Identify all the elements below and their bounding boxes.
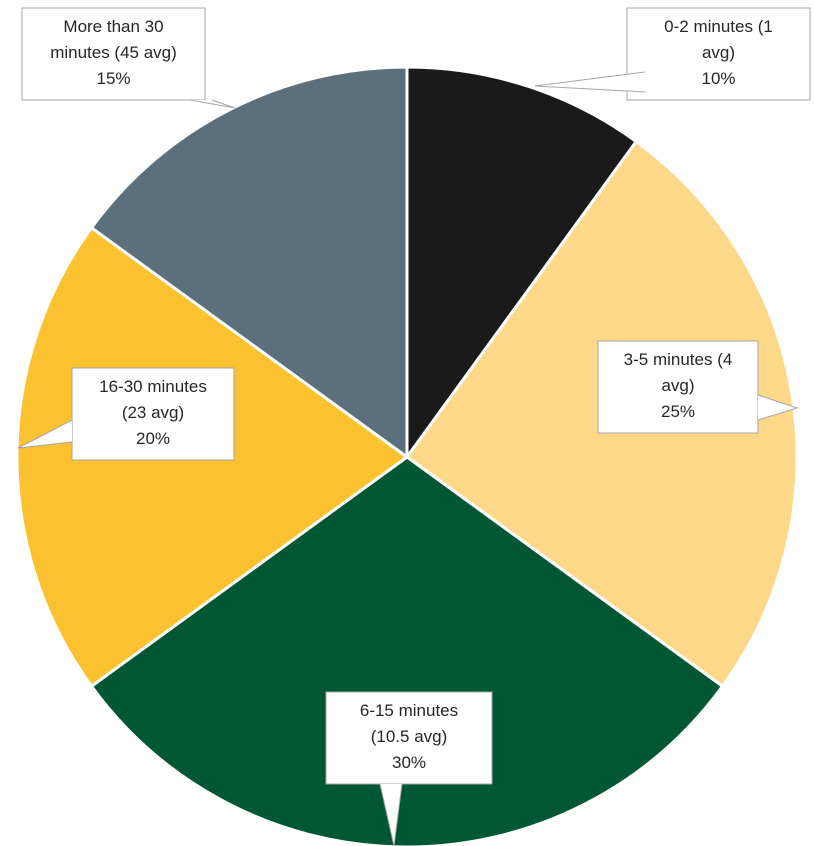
callout-box [626, 7, 811, 101]
callout-box [21, 7, 206, 101]
data-label-text: avg) [702, 43, 735, 62]
callout-pointer [189, 99, 236, 109]
data-label-text: 16-30 minutes [99, 377, 207, 396]
data-label-1: 0-2 minutes (1 avg) 10% [534, 7, 811, 101]
data-label-text: (10.5 avg) [371, 727, 448, 746]
callout-pointer [757, 394, 799, 421]
callout-box [71, 367, 235, 461]
data-label-percent: 15% [96, 69, 130, 88]
data-label-percent: 20% [136, 429, 170, 448]
pie-slice-1 [405, 65, 638, 459]
data-label-text: More than 30 [63, 17, 163, 36]
data-label-percent: 25% [661, 402, 695, 421]
data-label-percent: 30% [392, 753, 426, 772]
data-label-percent: 10% [701, 69, 735, 88]
data-labels: 0-2 minutes (1 avg) 10% 3-5 minutes (4 avg) 2… [17, 7, 811, 846]
data-label-text: avg) [661, 376, 694, 395]
data-label-text: 0-2 minutes (1 [664, 17, 773, 36]
data-label-5: More than 30 minutes (45 avg) 15% [21, 7, 236, 109]
callout-pointer [379, 783, 403, 846]
data-label-text: 6-15 minutes [360, 701, 458, 720]
data-label-2: 3-5 minutes (4 avg) 25% [597, 340, 799, 434]
callout-pointer [534, 71, 646, 93]
pie-slice-5 [89, 65, 409, 459]
data-label-text: 3-5 minutes (4 [624, 350, 733, 369]
data-label-3: 6-15 minutes (10.5 avg) 30% [325, 691, 493, 846]
callout-box [325, 691, 493, 785]
data-label-text: minutes (45 avg) [50, 43, 177, 62]
callout-box [597, 340, 759, 434]
pie-slice-3 [89, 455, 725, 846]
callout-pointer [17, 419, 73, 449]
data-label-text: (23 avg) [122, 403, 184, 422]
data-label-4: 16-30 minutes (23 avg) 20% [17, 367, 235, 461]
